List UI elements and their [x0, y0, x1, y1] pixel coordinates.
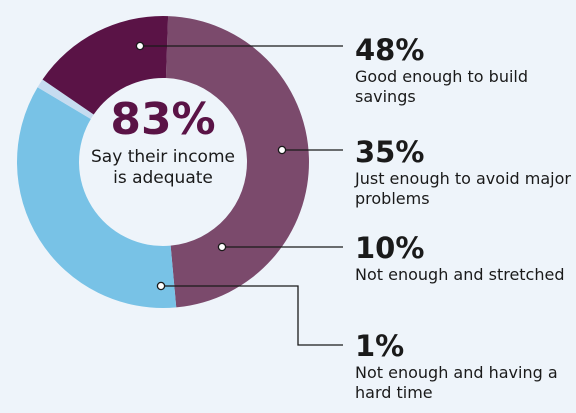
label-description-just-enough: Just enough to avoid major problems [355, 169, 571, 208]
label-group-good-enough: 48% Good enough to build savings [355, 34, 575, 107]
label-description-hard-time: Not enough and having a hard time [355, 363, 558, 402]
leader-lines [135, 41, 343, 346]
label-group-just-enough: 35% Just enough to avoid major problems [355, 136, 575, 209]
label-description-stretched: Not enough and stretched [355, 265, 565, 284]
donut-slices [17, 15, 309, 308]
label-percent-stretched: 10% [355, 231, 425, 265]
leader-good-enough-dot [135, 41, 145, 51]
label-percent-just-enough: 35% [355, 135, 425, 169]
leader-hard-time-line [161, 285, 343, 346]
label-percent-good-enough: 48% [355, 33, 425, 67]
center-percentage: 83% [110, 94, 216, 145]
label-description-good-enough: Good enough to build savings [355, 67, 529, 106]
leader-stretched-dot [217, 242, 227, 252]
leader-hard-time-dot [156, 281, 166, 291]
slice-stretched [42, 15, 169, 115]
leader-just-enough-dot [277, 145, 287, 155]
label-percent-hard-time: 1% [355, 329, 405, 363]
center-caption: Say their income is adequate [91, 147, 235, 188]
label-group-hard-time: 1% Not enough and having a hard time [355, 330, 575, 403]
label-group-stretched: 10% Not enough and stretched [355, 232, 575, 285]
slice-good-enough [165, 16, 309, 308]
slice-hard-time [37, 79, 94, 119]
slice-just-enough [17, 87, 177, 308]
